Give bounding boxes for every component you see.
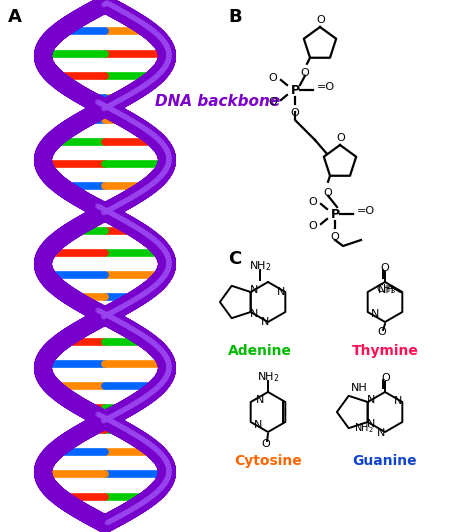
- Text: NH: NH: [351, 383, 367, 393]
- Text: NH$_2$: NH$_2$: [354, 421, 374, 435]
- Text: O: O: [309, 197, 318, 207]
- Text: Cytosine: Cytosine: [234, 454, 302, 468]
- Text: O: O: [309, 221, 318, 231]
- Text: O: O: [381, 263, 389, 273]
- Text: B: B: [228, 8, 242, 26]
- Text: O: O: [317, 15, 325, 25]
- Text: N: N: [371, 309, 379, 319]
- Text: N: N: [254, 420, 262, 430]
- Text: Guanine: Guanine: [353, 454, 417, 468]
- Text: P: P: [291, 84, 300, 96]
- Text: O: O: [291, 108, 300, 118]
- Text: O: O: [262, 439, 270, 449]
- Text: N: N: [249, 285, 258, 295]
- Text: O: O: [337, 133, 346, 143]
- Text: Adenine: Adenine: [228, 344, 292, 358]
- Text: O: O: [382, 373, 391, 383]
- Text: O: O: [269, 97, 277, 107]
- Text: =O: =O: [357, 206, 375, 216]
- Text: A: A: [8, 8, 22, 26]
- Text: DNA backbone: DNA backbone: [155, 95, 280, 110]
- Text: N: N: [261, 317, 269, 327]
- Text: O: O: [331, 232, 339, 242]
- Text: =O: =O: [317, 82, 335, 92]
- Text: P: P: [330, 207, 339, 220]
- Text: N: N: [366, 395, 375, 405]
- Text: Thymine: Thymine: [352, 344, 419, 358]
- Text: CH$_3$: CH$_3$: [376, 282, 396, 296]
- Text: O: O: [324, 188, 332, 198]
- Text: NH$_2$: NH$_2$: [249, 259, 271, 273]
- Text: O: O: [301, 68, 310, 78]
- Text: NH$_2$: NH$_2$: [257, 370, 279, 384]
- Text: N: N: [249, 309, 258, 319]
- Text: N: N: [366, 419, 375, 429]
- Text: N: N: [377, 428, 385, 438]
- Text: C: C: [228, 250, 241, 268]
- Text: NH: NH: [378, 285, 394, 295]
- Text: O: O: [269, 73, 277, 83]
- Text: N: N: [394, 396, 402, 406]
- Text: N: N: [277, 287, 285, 297]
- Text: O: O: [378, 327, 386, 337]
- Text: N: N: [255, 395, 264, 405]
